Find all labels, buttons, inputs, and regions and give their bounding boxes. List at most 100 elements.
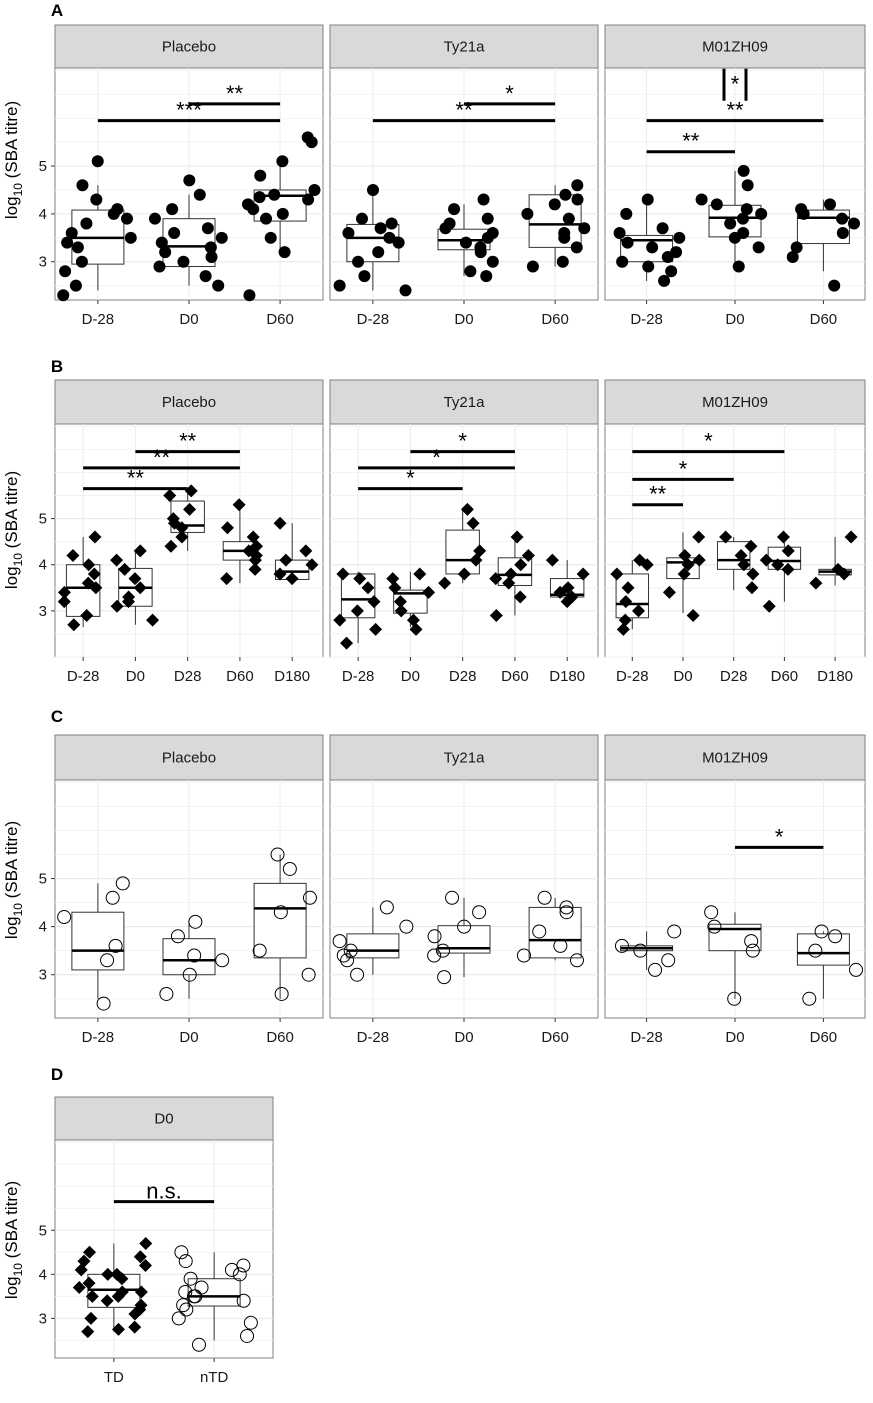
x-tick-label: D0 [126,668,145,685]
data-point [695,193,708,206]
data-point [732,260,745,273]
data-point [480,270,493,283]
data-point [187,948,202,963]
x-tick-label: D-28 [67,668,100,685]
data-point [212,279,225,292]
significance-label: * [432,445,441,470]
data-point [678,548,692,562]
facet-strip-label: Ty21a [444,394,486,411]
data-point [273,516,287,530]
box-D0 [708,170,762,267]
data-point [727,991,742,1006]
data-point [133,581,147,595]
data-point [661,953,676,968]
facet-strip [54,379,324,425]
box-D0 [437,897,491,978]
x-tick-label: D60 [810,1029,838,1046]
facet-strip [329,734,599,781]
facet-B-1: Placebo 3 4 5 D-28 D0 D28 D60 D180 ** ** ** [39,379,324,685]
data-point [76,179,89,192]
x-tick-label: D0 [179,1029,198,1046]
data-point [394,604,408,618]
data-point [204,241,217,254]
data-point [633,943,648,958]
data-point [427,948,442,963]
facet-strip [54,24,324,69]
data-point [802,991,817,1006]
data-point [771,558,785,572]
y-tick-label: 4 [39,557,47,574]
x-tick-label: D180 [274,668,310,685]
data-point [379,900,394,915]
data-point [489,608,503,622]
x-tick-label: D28 [174,668,202,685]
data-point [513,590,527,604]
data-point [111,203,124,216]
data-point [61,236,74,249]
facet-strip-label: Placebo [162,39,216,56]
data-point [486,227,499,240]
data-point [443,217,456,230]
data-point [72,1281,86,1295]
data-point [559,900,574,915]
data-point [85,1289,99,1303]
facet-C-2: Ty21a D-28 D0 D60 [329,734,599,1046]
data-point [282,861,297,876]
data-point [118,562,132,576]
data-point [193,188,206,201]
data-point [188,914,203,929]
data-point [385,217,398,230]
data-point [460,502,474,516]
x-tick-label: D60 [771,668,799,685]
x-tick-label: TD [104,1369,124,1386]
data-point [254,169,267,182]
data-point [253,191,266,204]
data-point [243,289,256,302]
data-point [110,599,124,613]
facet-strip [329,379,599,425]
data-point [182,967,197,982]
data-point [692,553,706,567]
data-point [481,212,494,225]
significance-label: * [775,824,784,849]
data-point [559,188,572,201]
data-point [367,595,381,609]
data-point [205,250,218,263]
significance-label: * [731,72,740,97]
data-point [252,943,267,958]
data-point [489,572,503,586]
data-point [179,1302,194,1317]
data-point [184,484,198,498]
data-point [301,131,314,144]
data-point [473,544,487,558]
significance-label: n.s. [146,1179,181,1204]
data-point [159,986,174,1001]
data-point [166,512,180,526]
data-point [537,890,552,905]
data-point [369,622,383,636]
data-point [435,943,450,958]
plot-panel [604,423,866,658]
x-tick-label: D180 [549,668,585,685]
data-point [724,217,737,230]
data-point [366,183,379,196]
data-point [264,231,277,244]
data-point [201,222,214,235]
x-tick-label: D0 [401,668,420,685]
facet-strip [54,734,324,781]
facet-C-1: Placebo 3 4 5 D-28 D0 D60 [39,734,324,1046]
data-point [236,1293,251,1308]
data-point [80,608,94,622]
data-point [301,967,316,982]
data-point [183,174,196,187]
data-point [274,986,289,1001]
data-point [155,236,168,249]
data-point [87,567,101,581]
data-point [308,183,321,196]
x-tick-label: D180 [817,668,853,685]
data-point [477,193,490,206]
data-point [278,246,291,259]
data-point [571,179,584,192]
